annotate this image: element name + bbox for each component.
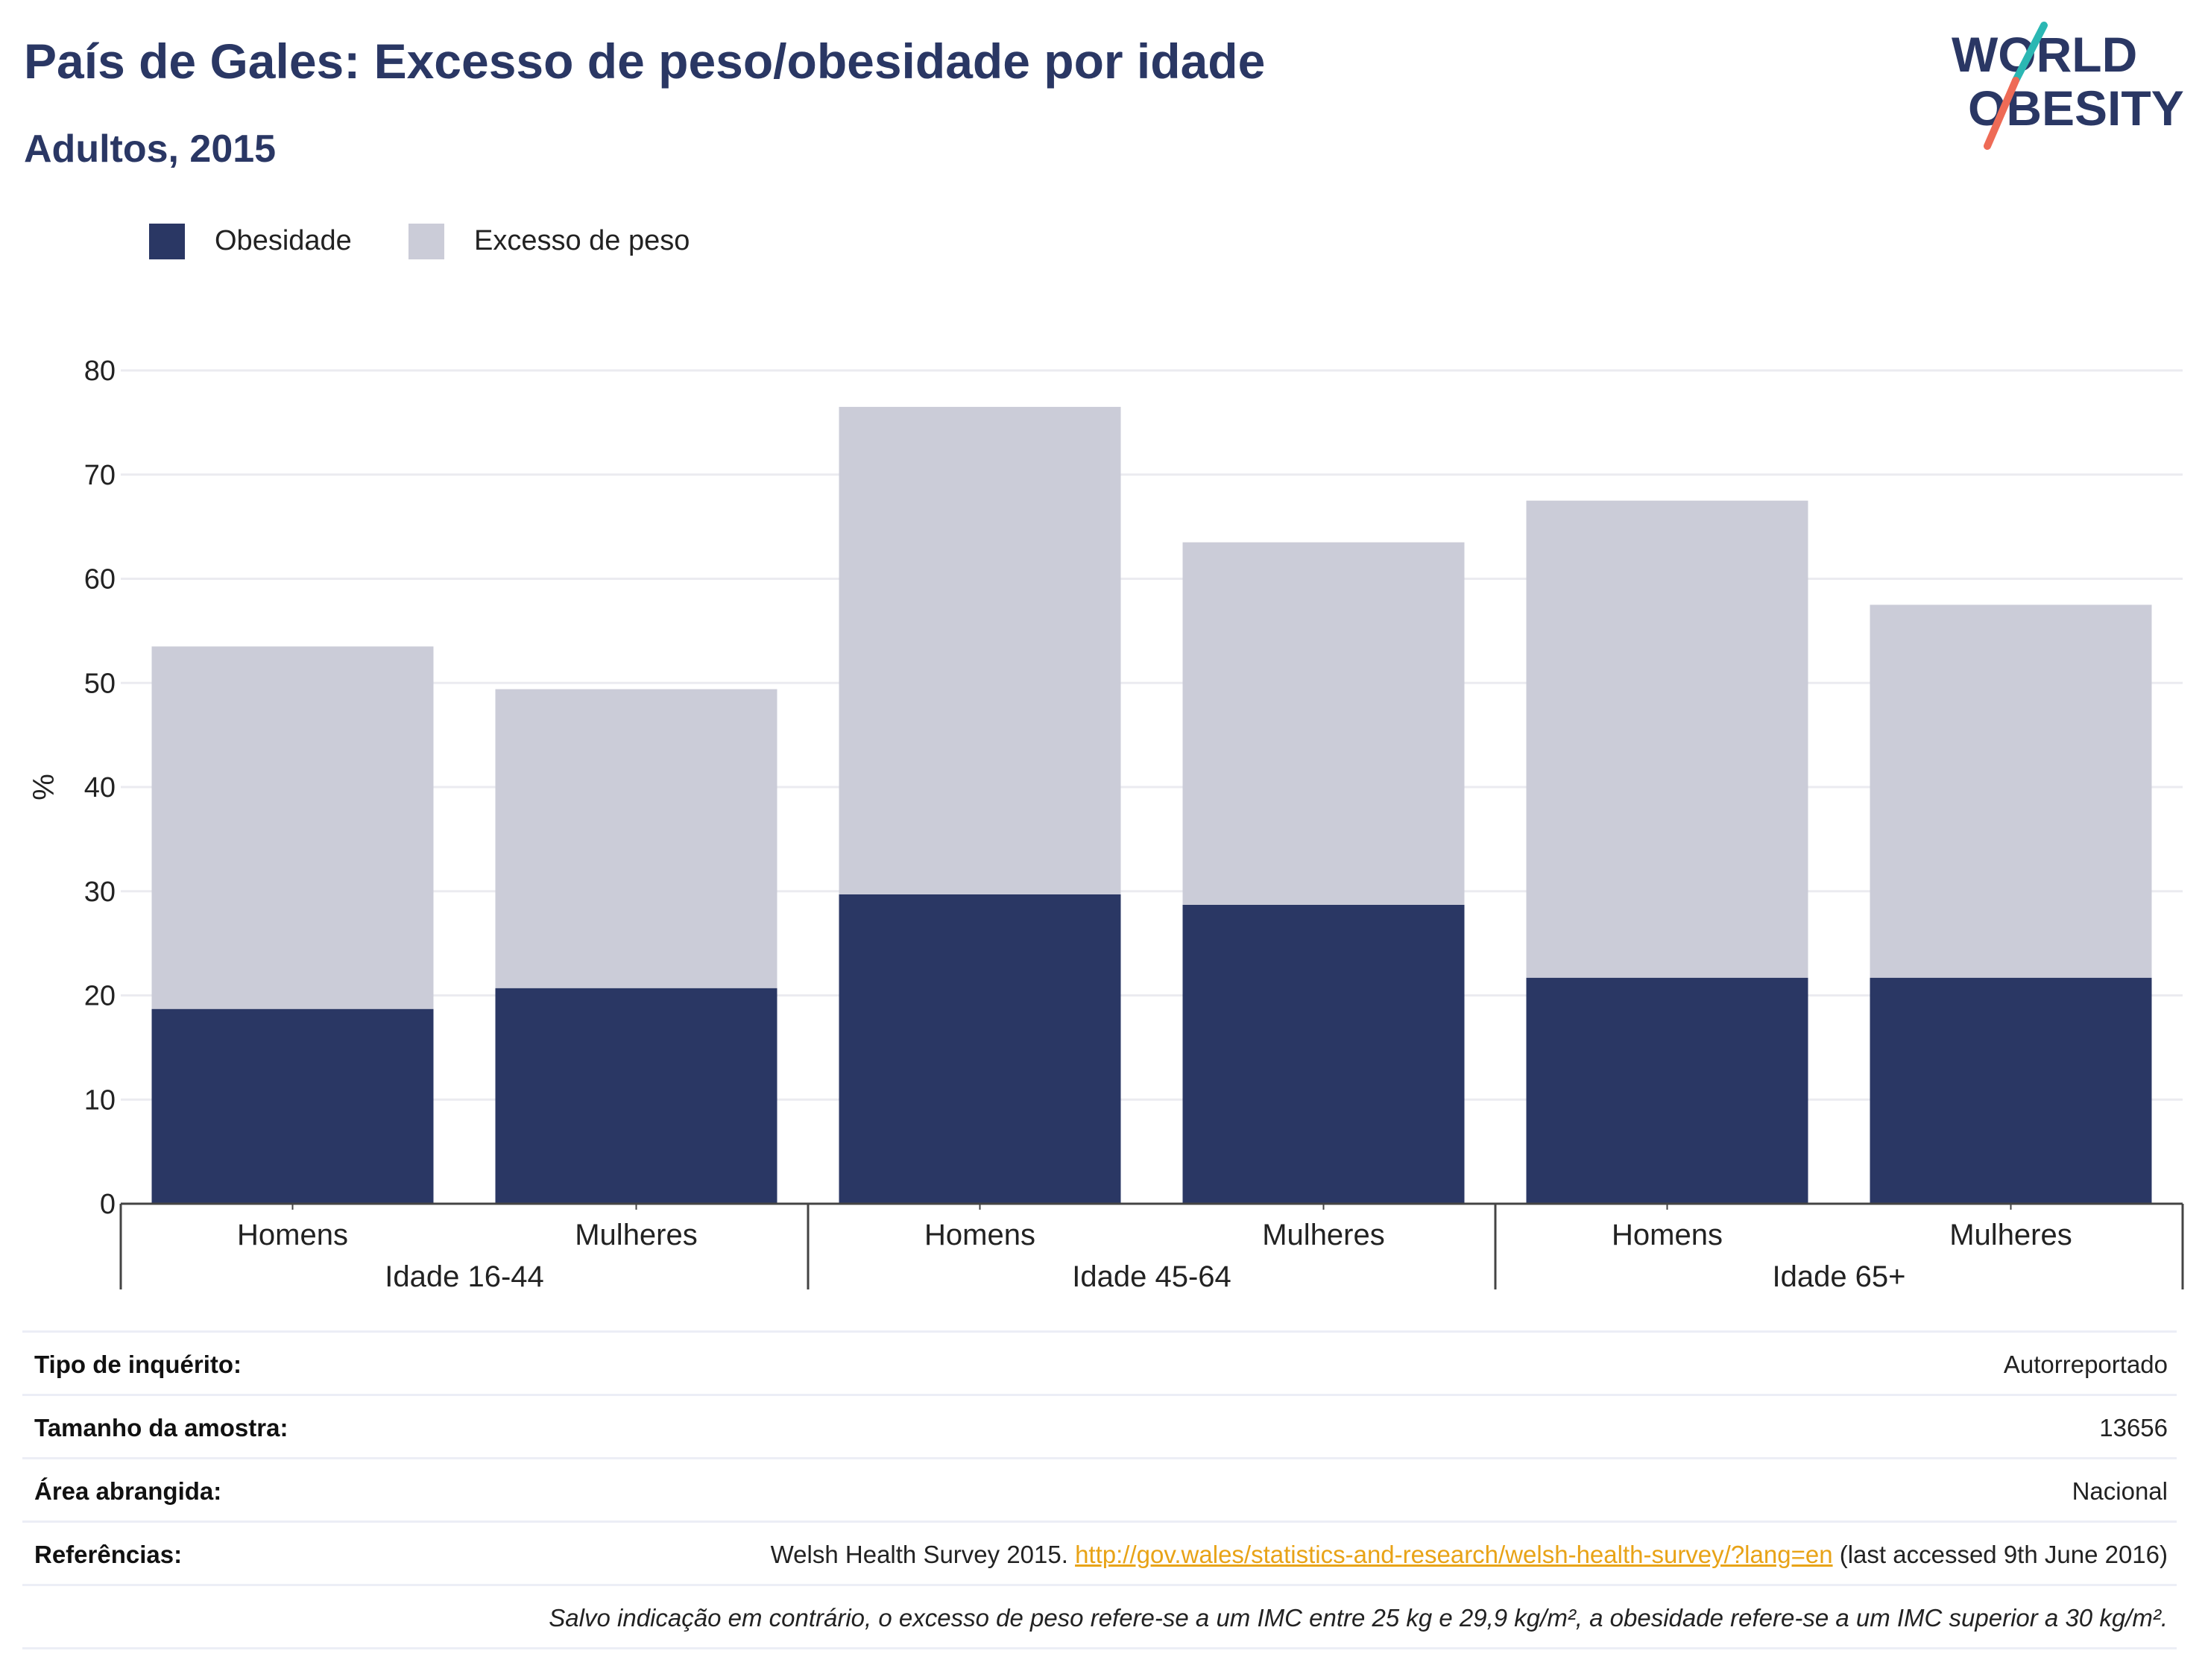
logo-text-world: WORLD — [1952, 27, 2137, 82]
survey-info-table: Tipo de inquérito: Autorreportado Tamanh… — [22, 1330, 2177, 1649]
x-tick-label: Homens — [1612, 1219, 1723, 1251]
y-tick-label: 80 — [84, 356, 116, 387]
info-row-note: Salvo indicação em contrário, o excesso … — [22, 1584, 2177, 1649]
group-label: Idade 16-44 — [385, 1260, 544, 1293]
x-tick-label: Mulheres — [1262, 1219, 1385, 1251]
info-row-survey-type: Tipo de inquérito: Autorreportado — [22, 1330, 2177, 1394]
legend-label-excesso-de-peso: Excesso de peso — [474, 225, 690, 256]
legend-swatch-obesidade — [149, 224, 185, 259]
y-tick-label: 20 — [84, 981, 116, 1012]
bar-excesso-de-peso — [151, 646, 434, 1009]
info-row-area: Área abrangida: Nacional — [22, 1457, 2177, 1520]
bar-obesidade — [839, 894, 1121, 1204]
x-tick-label: Homens — [237, 1219, 348, 1251]
references-accessed: (last accessed 9th June 2016) — [1839, 1541, 2168, 1568]
info-key: Referências: — [34, 1541, 183, 1568]
y-tick-label: 40 — [84, 772, 116, 803]
logo-slash-teal — [2012, 22, 2048, 84]
bar-excesso-de-peso — [1526, 500, 1808, 978]
group-label: Idade 65+ — [1772, 1260, 1905, 1293]
y-tick-label: 50 — [84, 668, 116, 699]
y-tick-label: 10 — [84, 1084, 116, 1116]
x-tick-label: Mulheres — [1949, 1219, 2072, 1251]
y-tick-label: 0 — [100, 1189, 116, 1220]
y-tick-label: 60 — [84, 564, 116, 596]
references-value: Welsh Health Survey 2015. http://gov.wal… — [771, 1541, 2168, 1569]
info-key: Tamanho da amostra: — [34, 1414, 288, 1441]
references-link[interactable]: http://gov.wales/statistics-and-research… — [1075, 1541, 1833, 1568]
info-key: Área abrangida: — [34, 1477, 222, 1505]
chart-title: País de Gales: Excesso de peso/obesidade… — [24, 34, 1266, 89]
bmi-definition-note: Salvo indicação em contrário, o excesso … — [549, 1604, 2168, 1632]
bar-excesso-de-peso — [1870, 604, 2152, 978]
bar-obesidade — [495, 988, 777, 1204]
y-tick-label: 30 — [84, 877, 116, 908]
x-tick-label: Homens — [924, 1219, 1035, 1251]
legend-label-obesidade: Obesidade — [215, 225, 352, 256]
info-row-references: Referências: Welsh Health Survey 2015. h… — [22, 1520, 2177, 1584]
group-label: Idade 45-64 — [1072, 1260, 1231, 1293]
logo-slash-coral — [1984, 77, 2019, 150]
info-value: 13656 — [2099, 1414, 2168, 1441]
references-text: Welsh Health Survey 2015. — [770, 1541, 1068, 1568]
bar-obesidade — [1182, 904, 1465, 1204]
bar-excesso-de-peso — [839, 406, 1121, 894]
bar-chart: 0 10 20 30 40 50 60 70 80% Homens Mulheres Homens Mu… — [28, 356, 2184, 1293]
world-obesity-logo: WORLD OBESITY — [1952, 22, 2184, 150]
bar-excesso-de-peso — [495, 689, 777, 988]
bar-obesidade — [151, 1008, 434, 1204]
legend-swatch-excesso-de-peso — [408, 224, 444, 259]
chart-subtitle: Adultos, 2015 — [24, 127, 277, 171]
info-key: Tipo de inquérito: — [34, 1351, 242, 1378]
bar-obesidade — [1870, 977, 2152, 1204]
y-tick-label: 70 — [84, 460, 116, 491]
y-axis-label: % — [28, 774, 60, 800]
bar-obesidade — [1526, 977, 1808, 1204]
x-tick-label: Mulheres — [575, 1219, 698, 1251]
info-row-sample-size: Tamanho da amostra: 13656 — [22, 1394, 2177, 1457]
info-value: Nacional — [2072, 1477, 2168, 1505]
bar-excesso-de-peso — [1182, 542, 1465, 905]
info-value: Autorreportado — [2003, 1351, 2168, 1378]
